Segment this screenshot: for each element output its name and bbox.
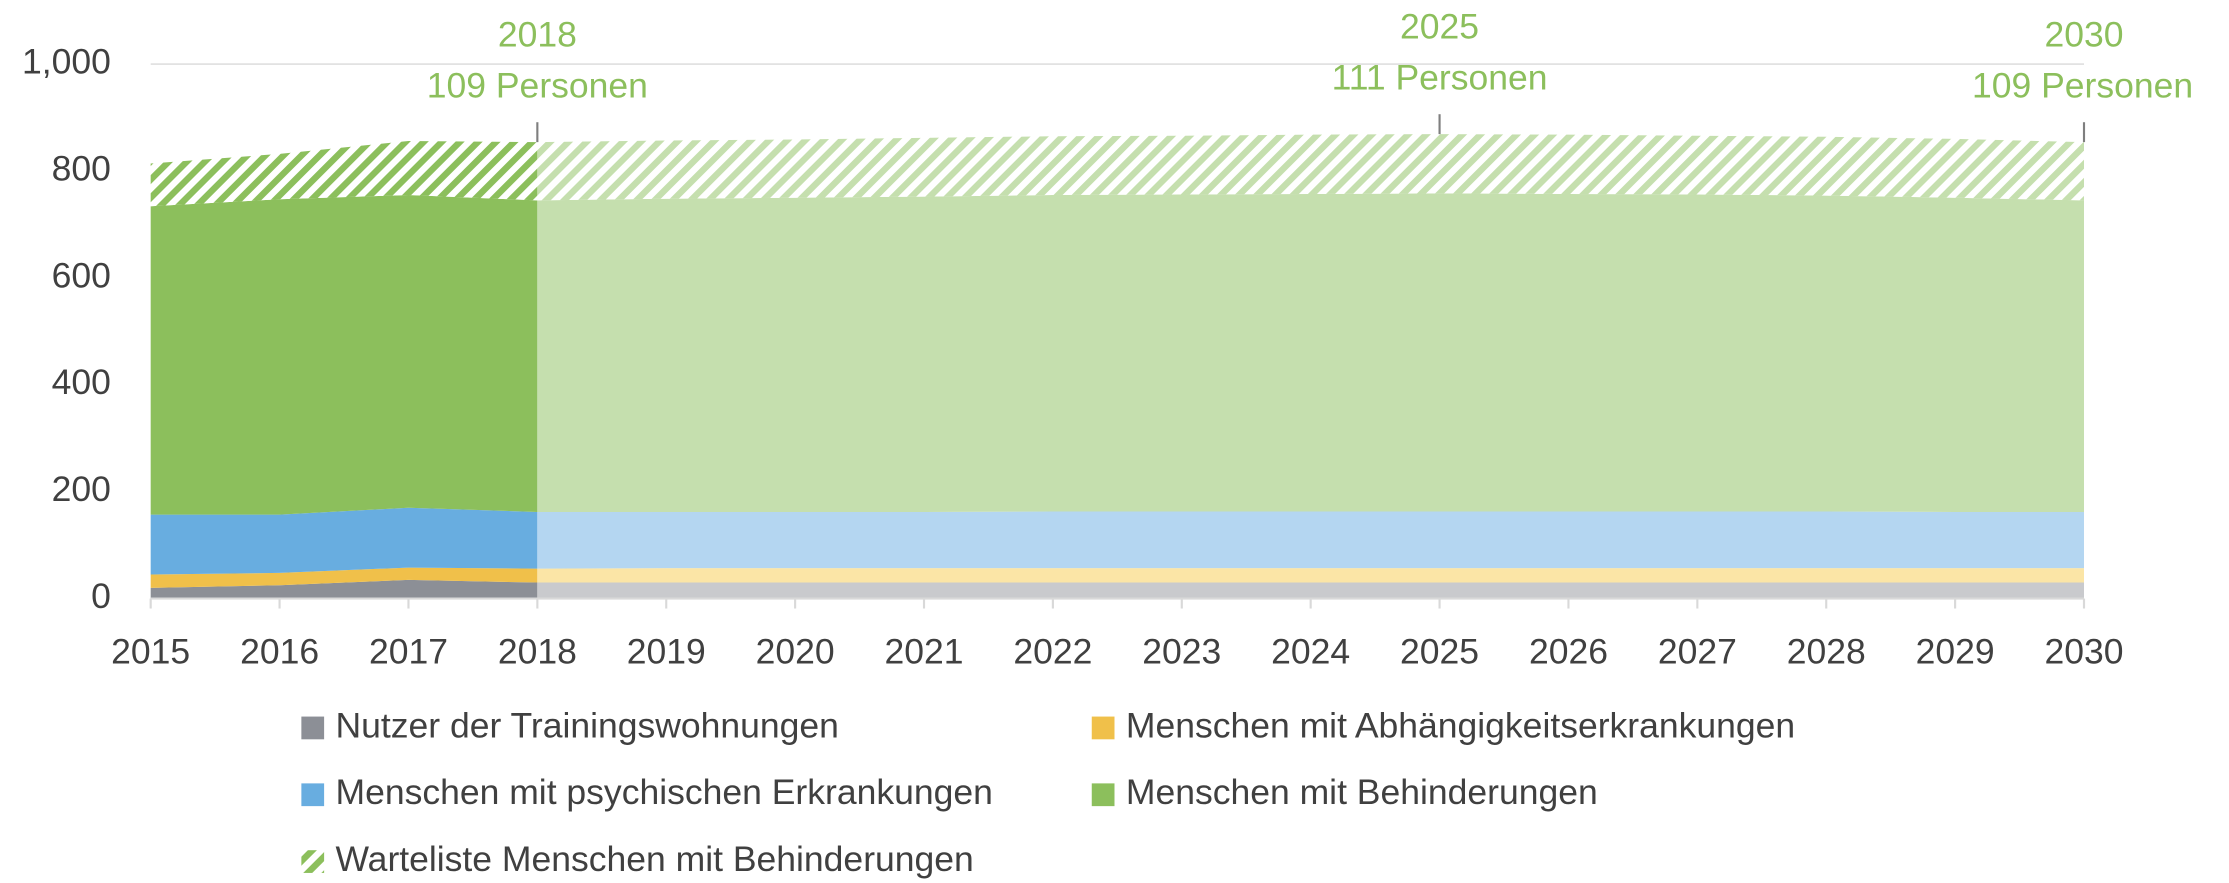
- x-tick-label: 2025: [1400, 631, 1479, 671]
- area: [150, 579, 538, 599]
- area: [537, 193, 2085, 512]
- x-tick-label: 2027: [1658, 631, 1737, 671]
- area: [150, 141, 538, 207]
- legend-swatch: [301, 716, 325, 740]
- y-tick-label: 800: [52, 148, 111, 188]
- x-tick-label: 2015: [111, 631, 190, 671]
- area: [150, 567, 538, 588]
- legend-swatch: [1091, 783, 1115, 807]
- annotation-label: 2030: [2044, 14, 2123, 54]
- legend-label: Menschen mit psychischen Erkrankungen: [335, 772, 992, 812]
- x-tick-label: 2018: [498, 631, 577, 671]
- legend-swatch: [301, 783, 325, 807]
- x-tick-label: 2024: [1271, 631, 1350, 671]
- y-tick-label: 600: [52, 255, 111, 295]
- y-tick-label: 0: [91, 576, 111, 616]
- x-tick-label: 2021: [885, 631, 964, 671]
- x-tick-label: 2020: [756, 631, 835, 671]
- x-tick-label: 2028: [1787, 631, 1866, 671]
- legend-label: Menschen mit Behinderungen: [1126, 772, 1598, 812]
- area: [537, 134, 2085, 201]
- area: [537, 582, 2085, 599]
- x-tick-label: 2017: [369, 631, 448, 671]
- annotation-text: 111 Personen: [1332, 57, 1548, 97]
- legend-label: Menschen mit Abhängigkeitserkrankungen: [1126, 705, 1795, 745]
- y-tick-label: 200: [52, 469, 111, 509]
- x-tick-label: 2023: [1142, 631, 1221, 671]
- annotation-text: 109 Personen: [427, 65, 648, 105]
- x-tick-label: 2022: [1013, 631, 1092, 671]
- x-tick-label: 2029: [1916, 631, 1995, 671]
- legend-swatch: [1091, 716, 1115, 740]
- annotation-label: 2025: [1400, 6, 1479, 46]
- x-tick-label: 2030: [2044, 631, 2123, 671]
- area: [150, 195, 538, 515]
- area: [537, 568, 2085, 583]
- x-tick-label: 2016: [240, 631, 319, 671]
- area: [150, 507, 538, 575]
- x-tick-label: 2019: [627, 631, 706, 671]
- annotation-text: 109 Personen: [1972, 65, 2193, 105]
- legend-swatch: [301, 850, 325, 873]
- y-tick-label: 1,000: [22, 41, 111, 81]
- annotation-label: 2018: [498, 14, 577, 54]
- area: [537, 511, 2085, 569]
- x-tick-label: 2026: [1529, 631, 1608, 671]
- legend-label: Nutzer der Trainingswohnungen: [335, 705, 838, 745]
- legend-label: Warteliste Menschen mit Behinderungen: [335, 839, 973, 879]
- y-tick-label: 400: [52, 362, 111, 402]
